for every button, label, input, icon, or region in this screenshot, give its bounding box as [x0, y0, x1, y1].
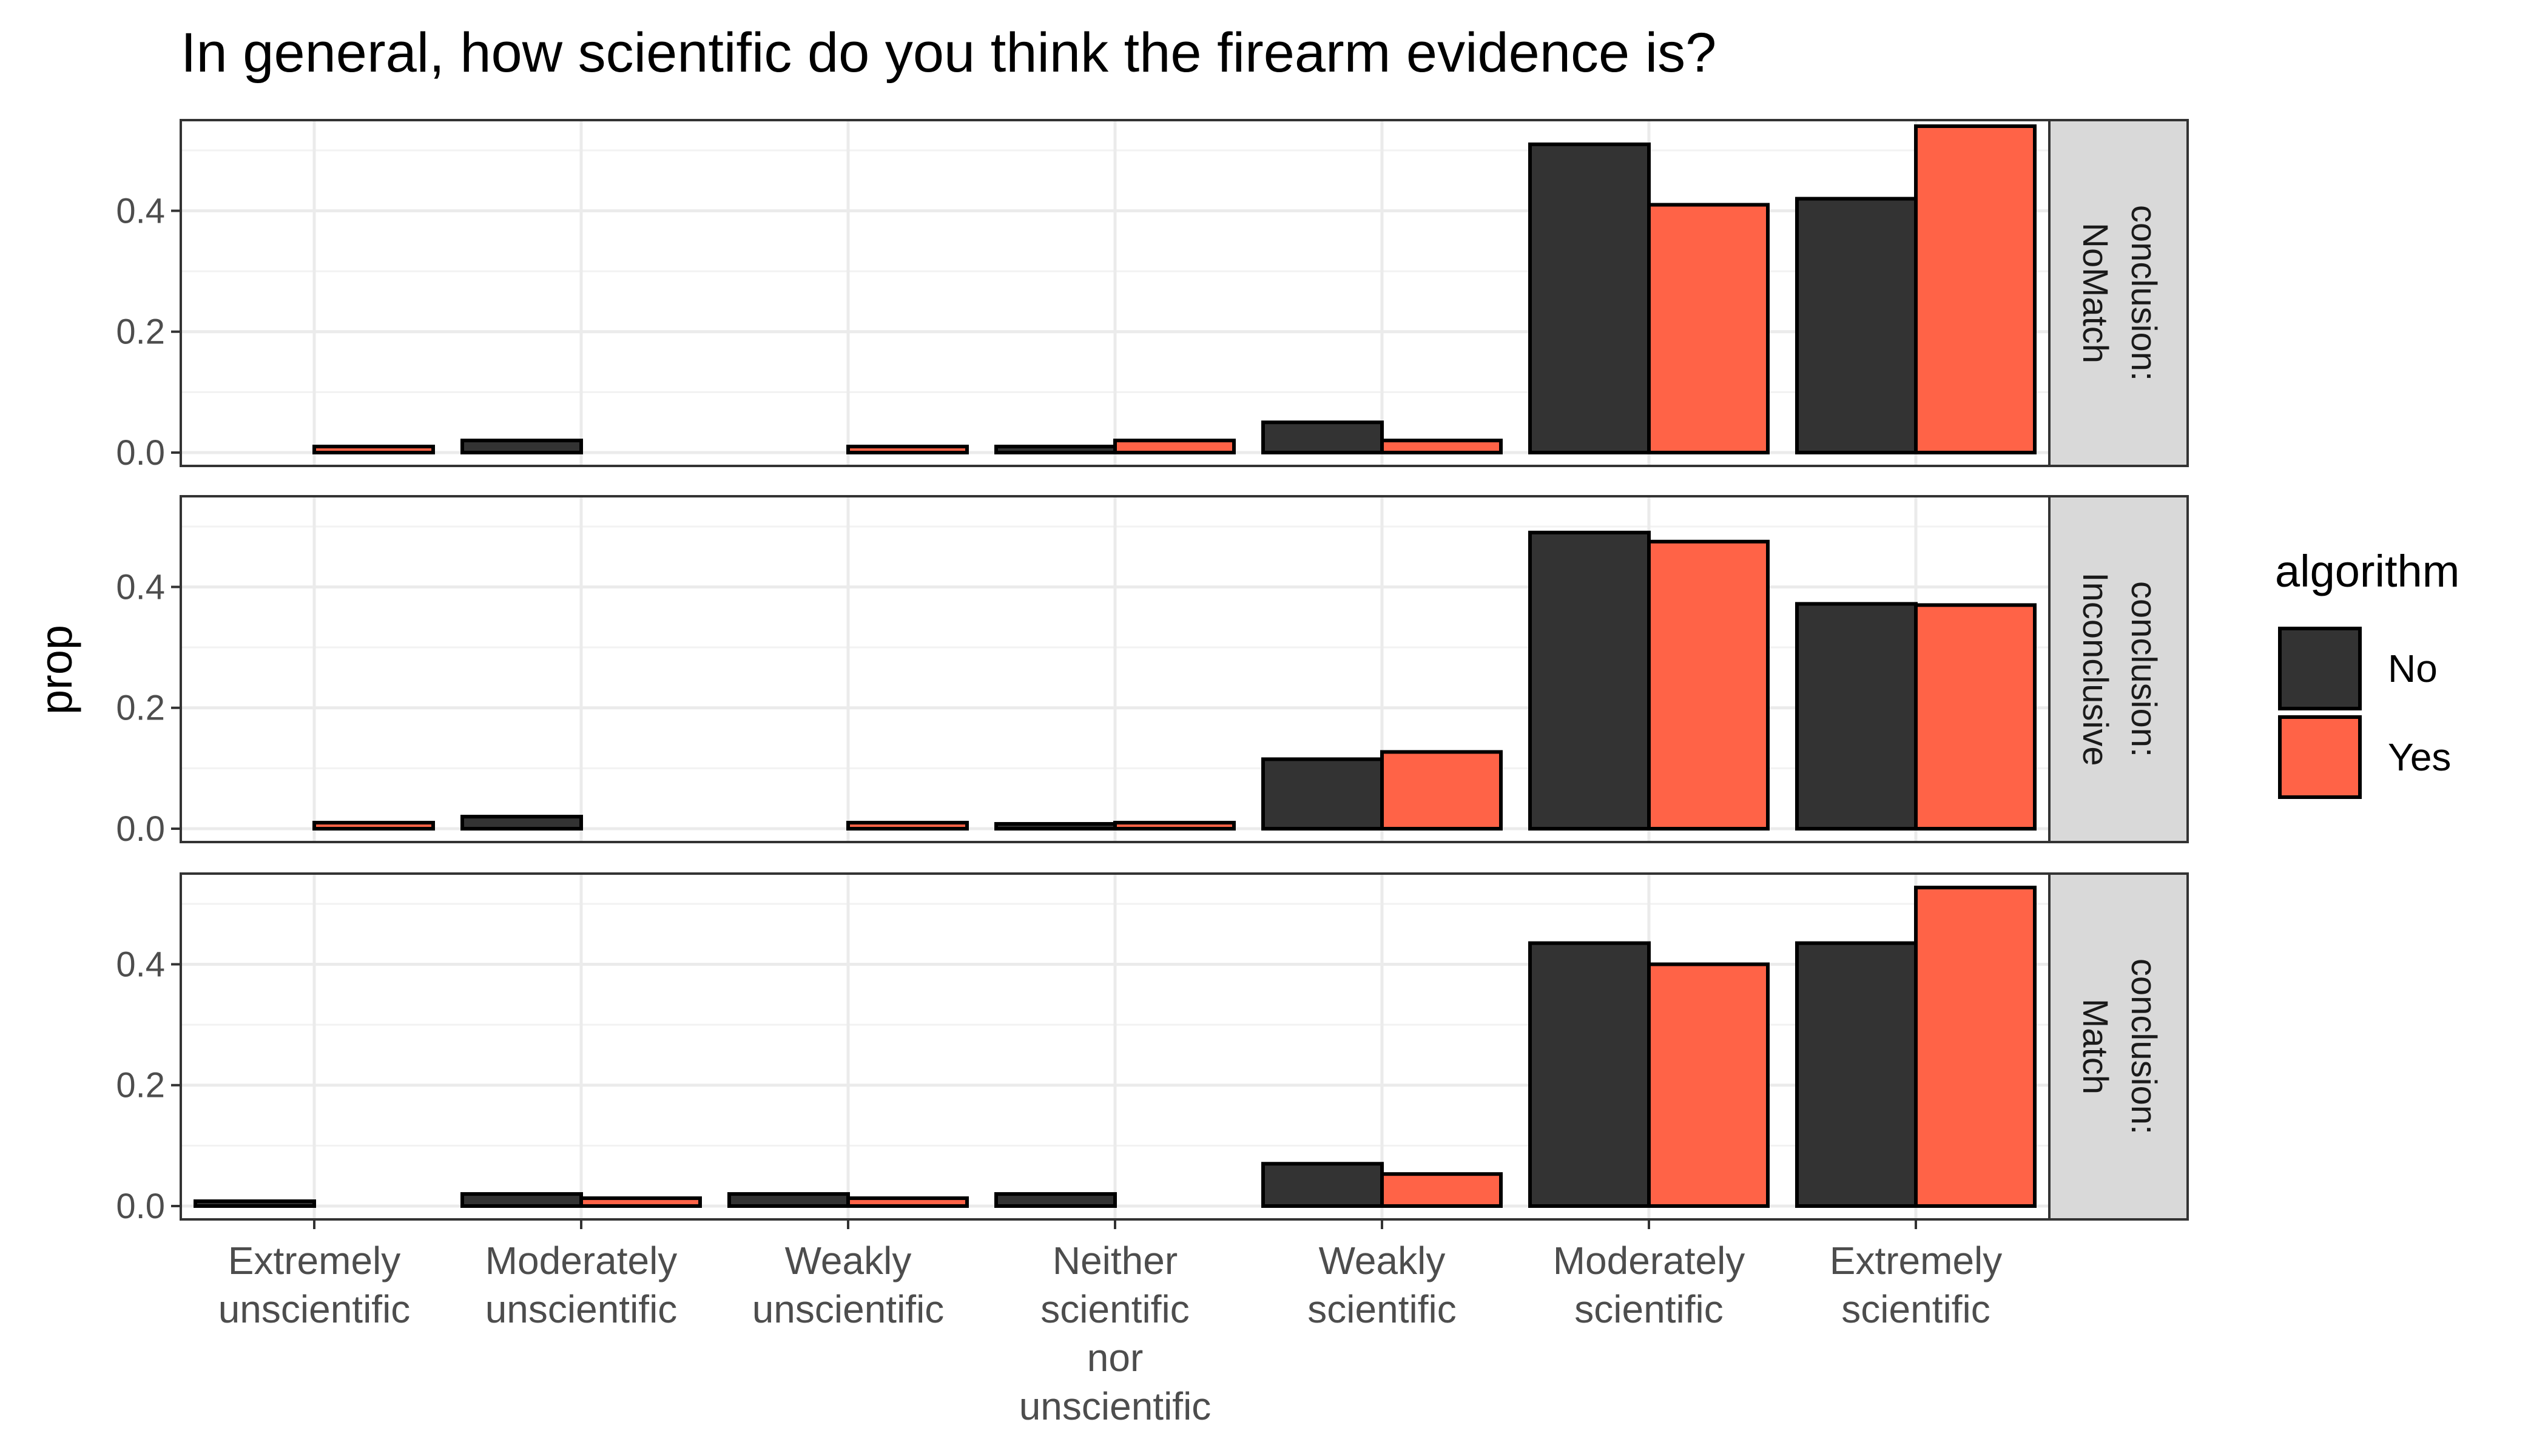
legend: algorithm No Yes: [2275, 546, 2459, 799]
facet-strip-label: conclusion:Inconclusive: [2075, 572, 2163, 766]
facet-panels: 0.0 0.2 0.4 conclusion:NoMatch 0.0 0.2 0.4 conc…: [116, 119, 2189, 1226]
y-tick-label: 0.0: [116, 433, 165, 473]
bar: [994, 822, 1117, 831]
bar: [1914, 124, 2037, 454]
bar: [846, 1196, 969, 1208]
bar: [846, 821, 969, 831]
bar: [1261, 757, 1384, 831]
bar: [1380, 750, 1503, 831]
bar: [727, 1192, 850, 1208]
legend-title: algorithm: [2275, 546, 2459, 596]
x-tick-label: Moderately unscientific: [485, 1239, 678, 1331]
x-tick-label: Neither scientific nor unscientific: [1019, 1239, 1212, 1428]
x-tick-label: Weakly scientific: [1307, 1239, 1456, 1331]
bar: [1380, 439, 1503, 455]
bar: [1647, 203, 1770, 454]
y-tick-label: 0.0: [116, 1187, 165, 1226]
bar: [1647, 962, 1770, 1208]
y-tick-label: 0.2: [116, 1066, 165, 1105]
bar: [1795, 602, 1918, 831]
y-tick-label: 0.4: [116, 567, 165, 607]
facet-panel: 0.0 0.2 0.4 conclusion:NoMatch: [116, 119, 2189, 473]
bar: [460, 1192, 583, 1208]
legend-key: [2278, 627, 2362, 710]
bar: [994, 445, 1117, 455]
chart-title: In general, how scientific do you think …: [181, 22, 1716, 84]
bar: [994, 1192, 1117, 1208]
legend-entries: No Yes: [2278, 627, 2451, 799]
bar: [1380, 1172, 1503, 1208]
y-tick-label: 0.0: [116, 809, 165, 849]
legend-label: No: [2388, 647, 2438, 690]
bar: [460, 439, 583, 455]
legend-key: [2278, 715, 2362, 799]
legend-label: Yes: [2388, 735, 2451, 779]
bar: [1113, 821, 1236, 831]
bar: [1914, 603, 2037, 831]
facet-strip: [2048, 119, 2189, 467]
bar: [579, 1196, 702, 1208]
bar: [194, 1199, 316, 1208]
bar: [1528, 530, 1651, 831]
facet-strip: [2048, 495, 2189, 843]
bar: [1914, 885, 2037, 1208]
x-tick-label: Weakly unscientific: [752, 1239, 945, 1331]
facet-panel: 0.0 0.2 0.4 conclusion:Match: [116, 872, 2189, 1226]
bar: [1261, 420, 1384, 454]
bar: [1795, 197, 1918, 454]
bar: [1528, 142, 1651, 454]
y-tick-label: 0.2: [116, 689, 165, 728]
x-tick-label: Extremely unscientific: [218, 1239, 411, 1331]
facet-strip-label: conclusion:Match: [2075, 959, 2163, 1134]
y-tick-label: 0.4: [116, 191, 165, 231]
bar: [1647, 539, 1770, 831]
y-tick-label: 0.2: [116, 312, 165, 352]
x-tick-label: Extremely scientific: [1830, 1239, 2003, 1331]
bar: [1528, 941, 1651, 1208]
bar: [312, 821, 435, 831]
x-axis-labels: Extremely unscientific Moderately unscienti…: [218, 1219, 2003, 1428]
bar: [846, 445, 969, 455]
bar: [460, 815, 583, 831]
x-tick-label: Moderately scientific: [1553, 1239, 1745, 1331]
y-axis-title: prop: [31, 625, 81, 715]
facet-panel: 0.0 0.2 0.4 conclusion:Inconclusive: [116, 495, 2189, 849]
bar: [312, 445, 435, 455]
facet-strip-label: conclusion:NoMatch: [2075, 205, 2163, 381]
facet-strip: [2048, 872, 2189, 1221]
bar: [1795, 941, 1918, 1208]
y-tick-label: 0.4: [116, 945, 165, 984]
bar: [1113, 439, 1236, 455]
bar: [1261, 1162, 1384, 1208]
